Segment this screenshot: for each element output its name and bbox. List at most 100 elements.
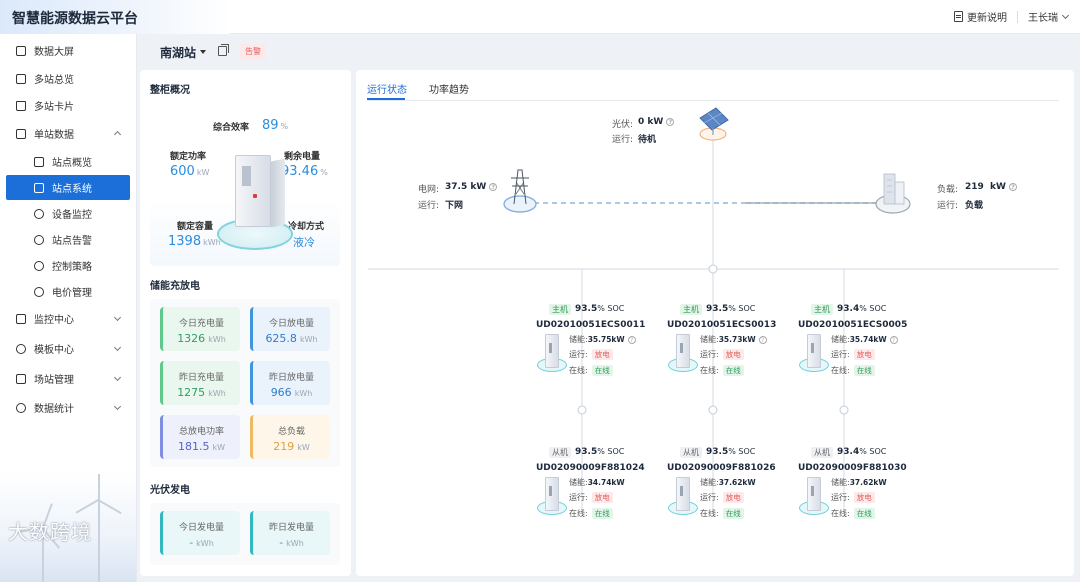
unit-id: UD02090009F881024 — [536, 463, 645, 473]
ess-unit-card[interactable]: 从机 93.5% SOC UD02090009F881024 储能:34.74k… — [536, 447, 669, 527]
left-panel: 整柜概况 综合效率 89% 额定功率 600 kW 剩余电量 93.46% 额定容… — [140, 70, 351, 576]
soc-value: 93.5% SOC — [706, 447, 755, 457]
help-icon[interactable]: ? — [666, 117, 675, 126]
chevron-down-icon — [113, 402, 122, 411]
sidebar-item-template-center[interactable]: 模板中心 — [6, 336, 130, 361]
sidebar-item-device-monitor[interactable]: 设备监控 — [6, 201, 130, 226]
pv-card-group: 今日发电量 - kWh 昨日发电量 - kWh — [150, 503, 340, 565]
cabinet-icon — [537, 477, 567, 521]
sidebar-item-multi-cards[interactable]: 多站卡片 — [6, 93, 130, 118]
rated-power-value: 600 kW — [170, 164, 209, 179]
ess-unit-card[interactable]: 从机 93.5% SOC UD02090009F881026 储能:37.62k… — [667, 447, 800, 527]
role-badge: 从机 — [680, 447, 702, 458]
chevron-down-icon — [113, 343, 122, 352]
kpi-value: 219 kW — [253, 440, 330, 453]
help-icon[interactable]: ? — [489, 182, 498, 191]
role-badge: 从机 — [549, 447, 571, 458]
sidebar-item-monitor-center[interactable]: 监控中心 — [6, 306, 130, 331]
sidebar-item-single-station[interactable]: 单站数据 — [6, 121, 130, 146]
soc-unit: % SOC — [597, 304, 625, 313]
watermark: 大数跨境 — [8, 520, 92, 544]
help-icon[interactable]: ? — [627, 335, 636, 344]
building-load-icon — [875, 173, 911, 214]
yesterday-discharge-card: 昨日放电量 966 kWh — [250, 361, 330, 405]
ess-unit-card[interactable]: 主机 93.5% SOC UD02010051ECS0011 储能:35.75k… — [536, 304, 669, 384]
role-badge: 从机 — [811, 447, 833, 458]
sidebar-item-statistics[interactable]: 数据统计 — [6, 395, 130, 420]
sidebar-item-label: 站点告警 — [52, 236, 92, 247]
document-icon[interactable] — [954, 11, 963, 22]
link-node — [839, 405, 849, 415]
divider — [1017, 10, 1018, 23]
chart-line-icon — [34, 156, 44, 167]
unit: kW — [196, 168, 210, 177]
sidebar-item-station-alarm[interactable]: 站点告警 — [6, 227, 130, 252]
sidebar-item-multi-overview[interactable]: 多站总览 — [6, 66, 130, 91]
soc-unit: % SOC — [728, 447, 756, 456]
remaining-value: 93.46% — [281, 164, 328, 179]
role-badge: 主机 — [811, 304, 833, 315]
yesterday-charge-card: 昨日充电量 1275 kWh — [160, 361, 240, 405]
turbine-blade — [98, 499, 122, 514]
sidebar-item-station-overview[interactable]: 站点概览 — [6, 149, 130, 174]
caret-down-icon[interactable] — [200, 50, 206, 54]
sidebar-item-label: 电价管理 — [52, 288, 92, 299]
camera-icon — [16, 313, 26, 324]
help-icon[interactable]: ? — [1008, 182, 1017, 191]
ess-unit-card[interactable]: 从机 93.4% SOC UD02090009F881030 储能:37.62k… — [798, 447, 931, 527]
chevron-down-icon[interactable] — [1061, 11, 1070, 19]
pv-yesterday-card: 昨日发电量 - kWh — [250, 511, 330, 555]
unit: % — [280, 122, 289, 131]
unit: kWh — [299, 335, 318, 344]
storage-value: 37.62kW — [718, 478, 756, 487]
role-badge: 主机 — [549, 304, 571, 315]
online-status-tag: 在线 — [853, 365, 875, 376]
sidebar-item-label: 场站管理 — [34, 375, 74, 386]
help-icon[interactable]: ? — [758, 335, 767, 344]
kpi-label: 总负载 — [277, 427, 305, 437]
sidebar-item-site-management[interactable]: 场站管理 — [6, 366, 130, 391]
kpi-label: 昨日充电量 — [178, 373, 224, 383]
run-status-tag: 放电 — [853, 349, 875, 360]
cabinet-icon — [799, 477, 829, 521]
tab-run-status[interactable]: 运行状态 — [367, 85, 407, 96]
grid-run-value: 下网 — [445, 201, 464, 211]
row-label: 储能: — [700, 478, 719, 487]
online-row: 在线: 在线 — [700, 508, 744, 519]
sidebar-item-price-management[interactable]: 电价管理 — [6, 279, 130, 304]
today-charge-card: 今日充电量 1326 kWh — [160, 307, 240, 351]
load-power-number: 219 kW — [965, 182, 1006, 192]
row-label: 在线: — [700, 509, 719, 518]
update-notes-link[interactable]: 更新说明 — [967, 13, 1007, 24]
pv-power-label: 光伏: — [612, 120, 634, 130]
help-icon[interactable]: ? — [889, 335, 898, 344]
grid-run-label: 运行: — [418, 201, 440, 211]
soc-number: 93.4 — [837, 304, 860, 314]
clipboard-icon — [16, 128, 26, 139]
station-selector[interactable]: 南湖站 — [160, 46, 197, 60]
user-menu[interactable]: 王长瑞 — [1028, 13, 1058, 24]
sidebar-item-control-strategy[interactable]: 控制策略 — [6, 253, 130, 278]
strategy-icon — [34, 260, 44, 271]
sidebar-item-data-screen[interactable]: 数据大屏 — [6, 38, 130, 63]
row-label: 储能: — [569, 335, 588, 344]
efficiency-number: 89 — [262, 118, 279, 133]
sidebar-item-station-system[interactable]: 站点系统 — [6, 175, 130, 200]
row-label: 在线: — [831, 366, 850, 375]
tab-power-trend[interactable]: 功率趋势 — [429, 85, 469, 96]
storage-value: 35.75kW — [587, 335, 625, 344]
unit: kW — [212, 443, 226, 452]
turbine-blade — [75, 499, 100, 514]
ess-unit-card[interactable]: 主机 93.5% SOC UD02010051ECS0013 储能:35.73k… — [667, 304, 800, 384]
bus-node — [708, 264, 718, 274]
copy-icon[interactable] — [218, 44, 229, 56]
ess-unit-card[interactable]: 主机 93.4% SOC UD02010051ECS0005 储能:35.74k… — [798, 304, 931, 384]
online-status-tag: 在线 — [722, 508, 744, 519]
cooling-label: 冷却方式 — [288, 222, 325, 232]
run-row: 运行: 放电 — [700, 492, 744, 503]
active-tab-indicator — [367, 98, 405, 100]
storage-row: 储能:34.74kW — [569, 477, 625, 488]
right-panel: 运行状态 功率趋势 — [356, 70, 1074, 576]
sidebar-item-label: 数据统计 — [34, 404, 74, 415]
soc-value: 93.5% SOC — [575, 447, 624, 457]
